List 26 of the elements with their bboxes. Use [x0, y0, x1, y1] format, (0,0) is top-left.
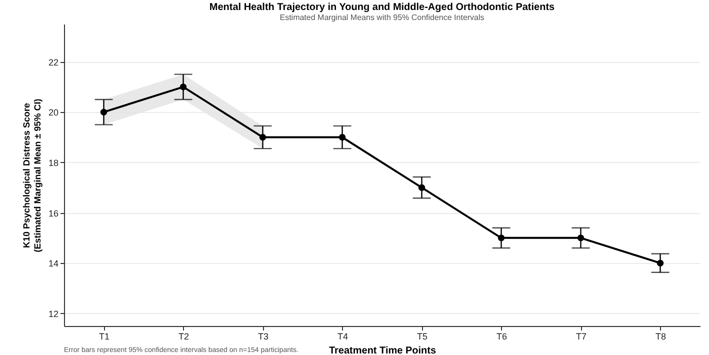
point [338, 134, 346, 141]
point [418, 184, 426, 191]
y-tick-label: 14 [48, 258, 58, 269]
x-tick-label: T3 [258, 332, 269, 342]
x-axis-title: Treatment Time Points [328, 346, 436, 355]
y-tick-label: 22 [48, 57, 58, 68]
y-axis-title: K10 Psychological Distress Score (Estimated Marginal Mean ± 95% CI) [21, 98, 42, 252]
x-tick-label: T6 [496, 332, 508, 342]
x-tick-label: T8 [655, 332, 666, 342]
point [577, 234, 584, 242]
y-tick-label: 20 [48, 108, 58, 118]
point [259, 134, 266, 141]
y-tick-label: 18 [48, 158, 58, 168]
point [180, 84, 187, 90]
x-tick-label: T7 [576, 332, 587, 342]
x-tick-label: T2 [178, 332, 190, 342]
x-tick-label: T5 [416, 332, 428, 342]
x-tick-label: T4 [337, 332, 348, 342]
chart-title: Mental Health Trajectory in Young and Middle-Aged Orthodontic Patients [209, 2, 556, 13]
x-tick-label: T1 [98, 332, 110, 342]
chart-subtitle: Estimated Marginal Means with 95% Confidence Intervals [280, 13, 484, 22]
point [100, 108, 108, 116]
point [656, 260, 664, 266]
point [498, 234, 505, 242]
y-tick-label: 16 [48, 208, 58, 218]
y-tick-label: 12 [48, 308, 58, 319]
